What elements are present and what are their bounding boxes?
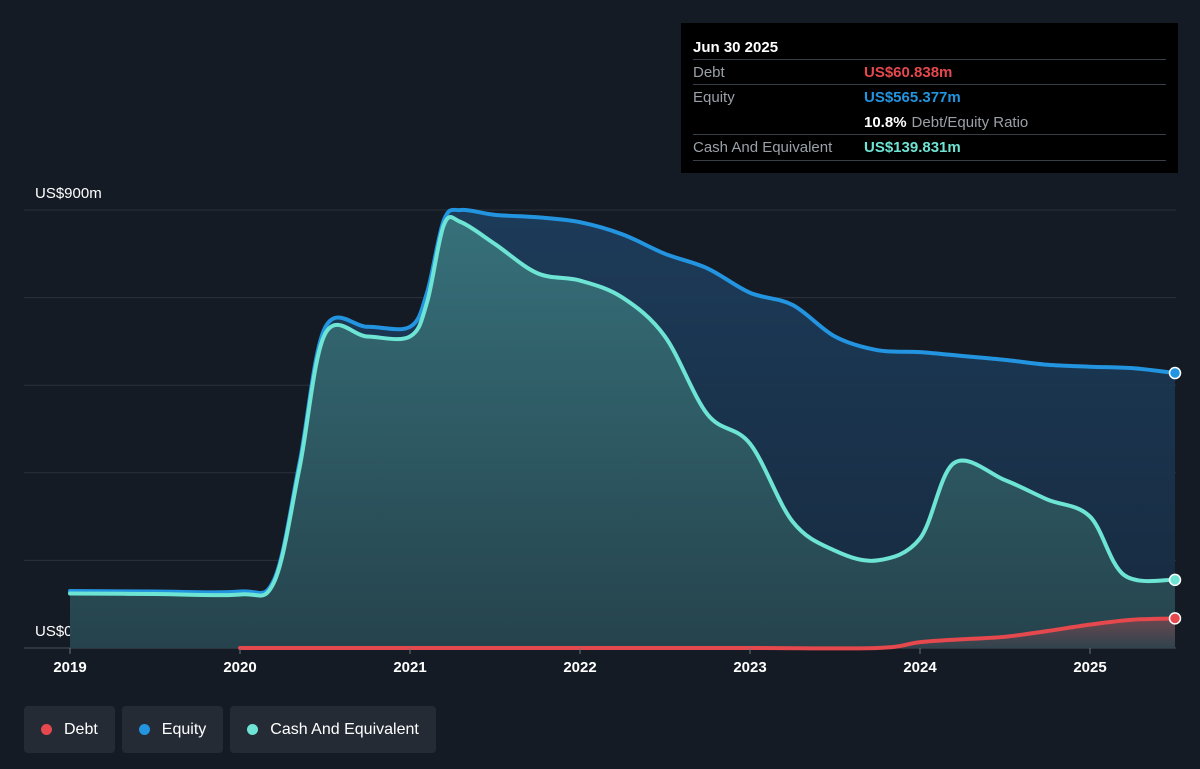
tooltip-date: Jun 30 2025 bbox=[693, 39, 779, 56]
cash-end-marker[interactable] bbox=[1168, 573, 1182, 587]
debt-end-marker[interactable] bbox=[1168, 612, 1182, 625]
legend-item-debt[interactable]: Debt bbox=[24, 706, 115, 753]
cash-dot-icon bbox=[247, 724, 259, 735]
tooltip-cash-label: Cash And Equivalent bbox=[693, 138, 833, 156]
x-tick-label-2023: 2023 bbox=[733, 659, 766, 676]
x-tick-label-2021: 2021 bbox=[393, 659, 426, 676]
cash-line bbox=[68, 215, 1177, 598]
legend: Debt Equity Cash And Equivalent bbox=[24, 706, 436, 753]
tooltip-debt-label: Debt bbox=[693, 63, 725, 81]
tooltip-panel: Jun 30 2025 Debt US$60.838m Equity US$56… bbox=[681, 23, 1178, 173]
x-tick-label-2022: 2022 bbox=[563, 659, 596, 676]
x-tick-label-2025: 2025 bbox=[1073, 659, 1106, 676]
tooltip-debt-value: US$60.838m bbox=[864, 63, 953, 81]
tooltip-cash-value: US$139.831m bbox=[864, 138, 961, 156]
x-tick-label-2024: 2024 bbox=[903, 659, 937, 676]
tooltip-ratio-value: 10.8% bbox=[864, 113, 907, 131]
legend-label-equity: Equity bbox=[161, 720, 207, 738]
x-axis: 2019 2020 2021 2022 2023 2024 2025 bbox=[53, 648, 1107, 676]
legend-item-equity[interactable]: Equity bbox=[121, 706, 224, 753]
y-axis-max-label: US$900m bbox=[35, 185, 102, 202]
equity-end-marker[interactable] bbox=[1168, 366, 1182, 380]
legend-label-cash: Cash And Equivalent bbox=[270, 720, 419, 738]
y-axis-min-label: US$0 bbox=[35, 623, 73, 640]
tooltip-equity-label: Equity bbox=[693, 88, 735, 106]
equity-dot-icon bbox=[138, 724, 150, 735]
legend-label-debt: Debt bbox=[64, 720, 98, 738]
cash-area bbox=[70, 217, 1175, 648]
x-tick-label-2019: 2019 bbox=[53, 659, 86, 676]
tooltip-equity-value: US$565.377m bbox=[864, 88, 961, 106]
tooltip-ratio-label: Debt/Equity Ratio bbox=[911, 113, 1029, 131]
x-tick-label-2020: 2020 bbox=[223, 659, 256, 676]
debt-dot-icon bbox=[41, 724, 52, 735]
legend-item-cash[interactable]: Cash And Equivalent bbox=[230, 706, 436, 753]
